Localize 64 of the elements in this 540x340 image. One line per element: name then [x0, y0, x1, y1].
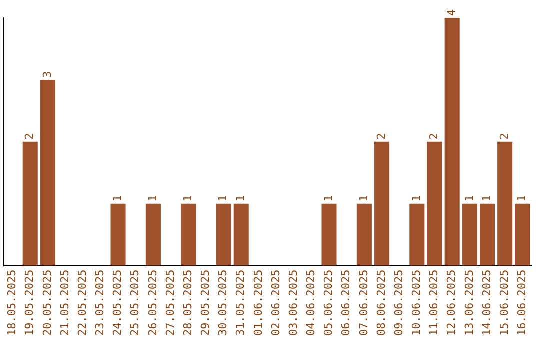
bar: [515, 204, 530, 266]
data-label: 2: [23, 133, 36, 140]
bar: [444, 18, 460, 266]
data-label: 2: [498, 133, 511, 140]
x-tick-label: 24.05.2025: [111, 270, 124, 336]
bar: [498, 142, 513, 266]
data-label: 1: [357, 195, 370, 202]
x-tick-label: 18.05.2025: [6, 270, 19, 336]
x-tick-label: 29.05.2025: [199, 270, 212, 336]
x-tick-label: 09.06.2025: [392, 270, 406, 336]
data-label: 1: [181, 195, 194, 202]
x-tick-label: 21.05.2025: [58, 270, 72, 336]
x-tick-label: 11.06.2025: [428, 270, 441, 336]
data-label: 4: [445, 9, 458, 16]
x-tick-label: 14.06.2025: [480, 270, 494, 336]
x-tick-label: 28.05.2025: [181, 270, 194, 336]
x-tick-label: 10.06.2025: [410, 270, 424, 336]
data-label: 1: [516, 195, 529, 202]
data-label: 1: [234, 195, 248, 202]
x-tick-label: 03.06.2025: [286, 270, 300, 336]
bar: [462, 204, 478, 266]
data-label: 1: [462, 195, 476, 202]
x-tick-label: 08.06.2025: [374, 270, 388, 336]
data-label: 1: [322, 195, 336, 202]
bar: [216, 204, 232, 266]
x-tick-label: 25.05.2025: [128, 270, 142, 336]
x-tick-label: 20.05.2025: [40, 270, 54, 336]
bar: [146, 204, 161, 266]
x-tick-label: 05.06.2025: [322, 270, 336, 336]
bar: [410, 204, 425, 266]
x-tick-label: 02.06.2025: [269, 270, 282, 336]
x-tick-label: 15.06.2025: [498, 270, 511, 336]
data-label: 1: [111, 195, 124, 202]
bar: [110, 204, 126, 266]
x-tick-label: 30.05.2025: [216, 270, 230, 336]
data-label: 3: [40, 71, 54, 78]
bar: [356, 204, 372, 266]
bar: [427, 142, 442, 266]
x-tick-label: 26.05.2025: [146, 270, 160, 336]
bar: [374, 142, 390, 266]
x-tick-label: 04.06.2025: [304, 270, 318, 336]
data-label: 2: [374, 133, 388, 140]
bar: [181, 204, 196, 266]
x-tick-label: 27.05.2025: [164, 270, 177, 336]
bar: [22, 142, 38, 266]
x-tick-label: 16.06.2025: [516, 270, 529, 336]
bar: [234, 204, 249, 266]
bar: [480, 204, 496, 266]
x-tick-label: 13.06.2025: [462, 270, 476, 336]
x-tick-label: 22.05.2025: [76, 270, 89, 336]
data-label: 1: [146, 195, 160, 202]
bar: [40, 80, 56, 266]
data-label: 1: [480, 195, 494, 202]
x-tick-label: 31.05.2025: [234, 270, 248, 336]
x-tick-label: 12.06.2025: [445, 270, 458, 336]
data-label: 1: [216, 195, 230, 202]
x-tick-label: 01.06.2025: [252, 270, 265, 336]
data-label: 2: [428, 133, 441, 140]
x-tick-label: 06.06.2025: [340, 270, 353, 336]
x-tick-label: 23.05.2025: [94, 270, 107, 336]
bar: [322, 204, 337, 266]
x-tick-label: 07.06.2025: [357, 270, 370, 336]
x-tick-label: 19.05.2025: [23, 270, 36, 336]
data-label: 1: [410, 195, 424, 202]
